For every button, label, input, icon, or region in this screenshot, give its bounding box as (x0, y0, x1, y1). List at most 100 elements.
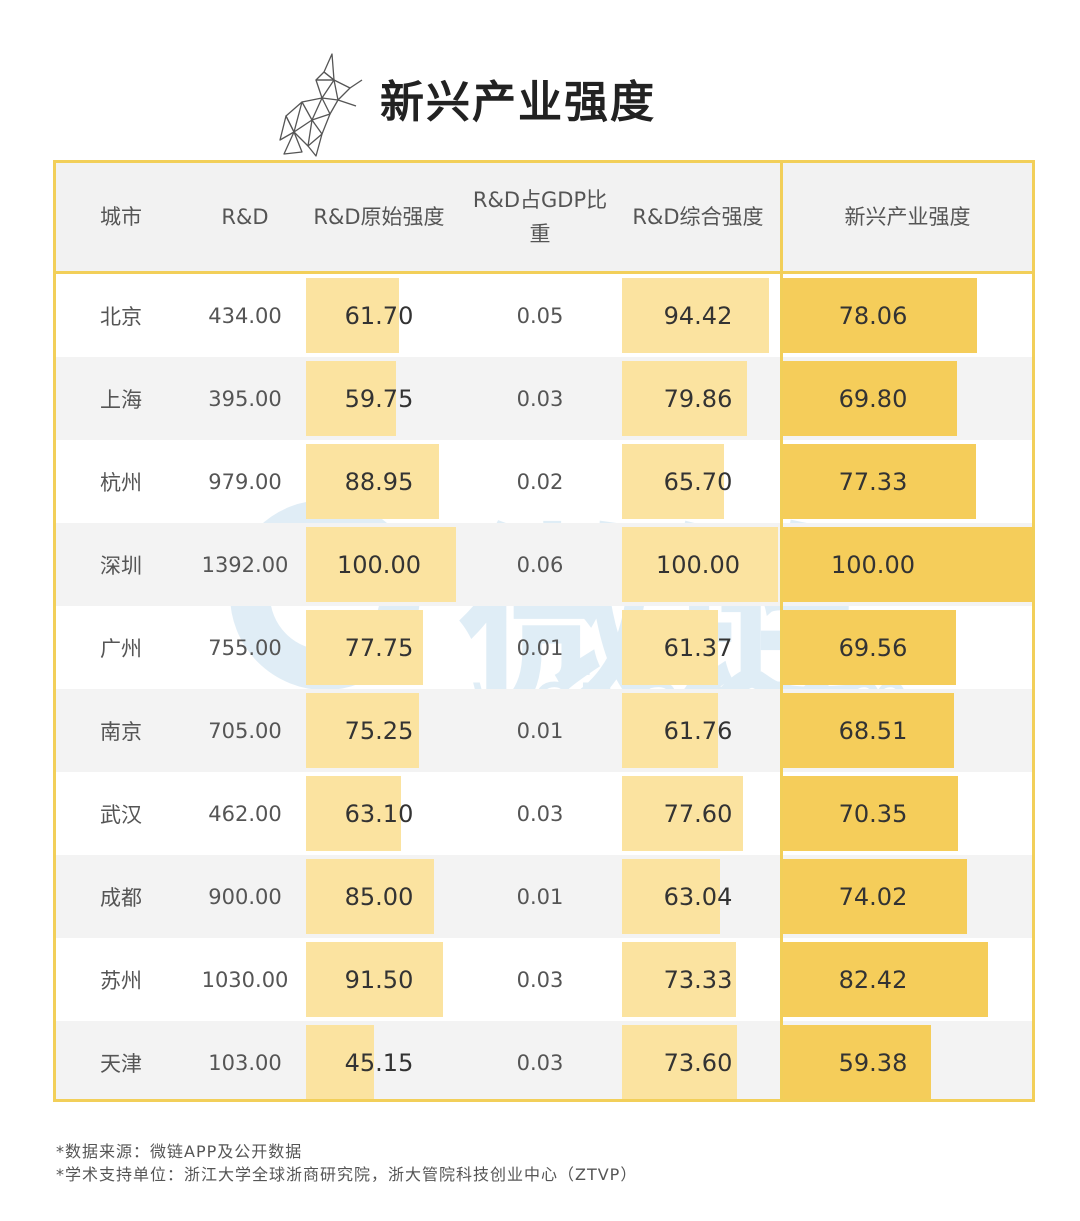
cell-emerging: 82.42 (838, 965, 908, 994)
column-divider (780, 163, 783, 1099)
cell-rd: 1030.00 (201, 967, 289, 992)
bar-comp (622, 278, 770, 353)
table-row: 成都 900.00 85.00 0.01 63.04 74.02 (56, 855, 1032, 938)
cell-comp: 63.04 (663, 882, 733, 911)
bar-comp (622, 776, 744, 851)
cell-raw: 63.10 (344, 799, 414, 828)
cell-raw: 59.75 (344, 384, 414, 413)
cell-emerging: 77.33 (838, 467, 908, 496)
cell-raw: 61.70 (344, 301, 414, 330)
cell-raw: 91.50 (344, 965, 414, 994)
footnote-source: *数据来源：微链APP及公开数据 (56, 1142, 303, 1161)
table-row: 杭州 979.00 88.95 0.02 65.70 77.33 (56, 440, 1032, 523)
table-row: 南京 705.00 75.25 0.01 61.76 68.51 (56, 689, 1032, 772)
cell-gdp: 0.03 (516, 1050, 564, 1075)
bar-emerging (783, 527, 1032, 602)
cell-raw: 75.25 (344, 716, 414, 745)
bar-comp (622, 859, 721, 934)
bar-raw (306, 776, 401, 851)
bar-raw (306, 444, 440, 519)
bar-raw (306, 278, 399, 353)
header-emerging: 新兴产业强度 (844, 205, 971, 229)
cell-emerging: 78.06 (838, 301, 908, 330)
cell-gdp: 0.03 (516, 801, 564, 826)
cell-comp: 61.76 (663, 716, 733, 745)
bar-emerging (783, 776, 959, 851)
cell-comp: 73.33 (663, 965, 733, 994)
cell-rd: 103.00 (208, 1050, 282, 1075)
cell-raw: 100.00 (337, 550, 421, 579)
cell-gdp: 0.01 (516, 718, 564, 743)
cell-rd: 1392.00 (201, 552, 289, 577)
table-row: 深圳 1392.00 100.00 0.06 100.00 100.00 (56, 523, 1032, 606)
cell-rd: 434.00 (208, 303, 282, 328)
bar-emerging (783, 693, 954, 768)
unicorn-icon (279, 53, 363, 157)
cell-comp: 77.60 (663, 799, 733, 828)
table-row: 北京 434.00 61.70 0.05 94.42 78.06 (56, 274, 1032, 357)
table-row: 武汉 462.00 63.10 0.03 77.60 70.35 (56, 772, 1032, 855)
cell-rd: 900.00 (208, 884, 282, 909)
cell-comp: 61.37 (663, 633, 733, 662)
cell-rd: 462.00 (208, 801, 282, 826)
header-comp: R&D综合强度 (632, 205, 764, 229)
table-row: 广州 755.00 77.75 0.01 61.37 69.56 (56, 606, 1032, 689)
cell-city: 上海 (100, 387, 142, 412)
page-title: 新兴产业强度 (380, 77, 656, 128)
cell-gdp: 0.03 (516, 386, 564, 411)
cell-comp: 65.70 (663, 467, 733, 496)
bar-emerging (783, 361, 957, 436)
cell-raw: 45.15 (344, 1048, 414, 1077)
cell-city: 武汉 (100, 802, 142, 827)
bar-raw (306, 693, 419, 768)
cell-city: 深圳 (100, 553, 142, 578)
table-row: 苏州 1030.00 91.50 0.03 73.33 82.42 (56, 938, 1032, 1021)
cell-comp: 79.86 (663, 384, 733, 413)
cell-gdp: 0.02 (516, 469, 564, 494)
bar-raw (306, 610, 423, 685)
bar-raw (306, 942, 444, 1017)
header-gdp: R&D占GDP比重 (472, 188, 608, 246)
bar-raw (306, 361, 396, 436)
cell-comp: 94.42 (663, 301, 733, 330)
cell-gdp: 0.06 (516, 552, 564, 577)
table-row: 上海 395.00 59.75 0.03 79.86 69.80 (56, 357, 1032, 440)
cell-city: 南京 (100, 719, 142, 744)
bar-comp (622, 527, 778, 602)
bar-comp (622, 1025, 737, 1099)
bar-emerging (783, 610, 957, 685)
footnote-support: *学术支持单位：浙江大学全球浙商研究院，浙大管院科技创业中心（ZTVP） (56, 1165, 638, 1184)
table-header: 城市 R&D R&D原始强度 R&D占GDP比重 R&D综合强度 新兴产业强度 (56, 163, 1032, 274)
cell-gdp: 0.01 (516, 884, 564, 909)
bar-raw (306, 859, 434, 934)
cell-emerging: 100.00 (831, 550, 915, 579)
cell-emerging: 74.02 (838, 882, 908, 911)
cell-comp: 100.00 (656, 550, 740, 579)
cell-gdp: 0.01 (516, 635, 564, 660)
bar-raw (306, 1025, 374, 1099)
cell-emerging: 69.56 (838, 633, 908, 662)
cell-emerging: 59.38 (838, 1048, 908, 1077)
cell-emerging: 69.80 (838, 384, 908, 413)
cell-raw: 88.95 (344, 467, 414, 496)
bar-comp (622, 444, 725, 519)
cell-rd: 979.00 (208, 469, 282, 494)
bar-emerging (783, 942, 989, 1017)
data-table: 城市 R&D R&D原始强度 R&D占GDP比重 R&D综合强度 新兴产业强度 … (53, 160, 1035, 1102)
cell-city: 北京 (100, 304, 142, 329)
cell-gdp: 0.03 (516, 967, 564, 992)
cell-rd: 755.00 (208, 635, 282, 660)
bar-comp (622, 693, 719, 768)
bar-emerging (783, 859, 968, 934)
header-rd: R&D (221, 205, 269, 229)
cell-raw: 77.75 (344, 633, 414, 662)
header-raw: R&D原始强度 (313, 205, 445, 229)
bar-raw (306, 527, 456, 602)
table-row: 天津 103.00 45.15 0.03 73.60 59.38 (56, 1021, 1032, 1099)
cell-gdp: 0.05 (516, 303, 564, 328)
cell-city: 成都 (100, 885, 142, 910)
bar-comp (622, 942, 737, 1017)
cell-emerging: 70.35 (838, 799, 908, 828)
bar-emerging (783, 444, 976, 519)
bar-comp (622, 361, 747, 436)
